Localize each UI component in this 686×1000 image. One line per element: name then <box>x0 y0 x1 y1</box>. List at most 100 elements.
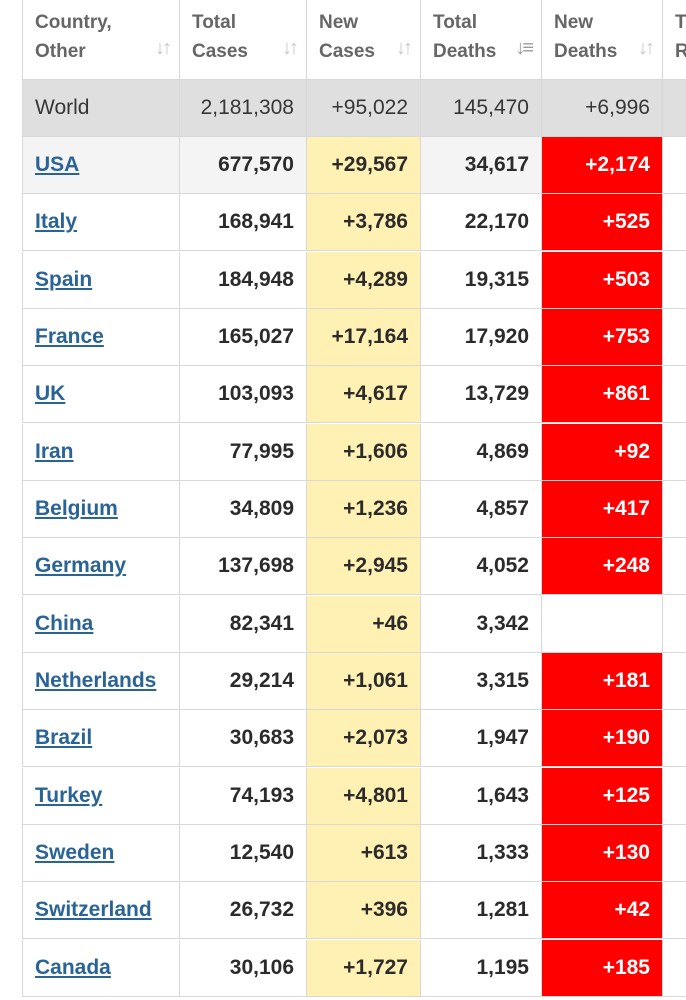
sort-arrows-icon[interactable]: ↓↑ <box>638 37 655 59</box>
recovered-cell <box>663 768 686 825</box>
total-deaths-cell: 1,333 <box>421 824 542 882</box>
country-link[interactable]: Germany <box>35 554 127 578</box>
table-row: Canada 30,106 +1,727 1,195 +185 <box>22 939 686 997</box>
country-cell: Netherlands <box>22 652 180 710</box>
table-row: Netherlands 29,214 +1,061 3,315 +181 <box>22 652 686 710</box>
new-cases-cell: +1,061 <box>307 652 421 710</box>
new-deaths-cell: +42 <box>542 882 663 940</box>
total-cases-cell: 677,570 <box>180 137 307 194</box>
new-cases-cell: +1,727 <box>307 939 421 997</box>
country-cell: World <box>22 80 180 137</box>
column-header-total-deaths[interactable]: Total Deaths ↓≡ <box>421 0 542 80</box>
new-cases-cell: +29,567 <box>307 137 421 194</box>
country-link[interactable]: Canada <box>35 955 111 979</box>
total-deaths-cell: 19,315 <box>421 251 542 309</box>
column-header-new-cases[interactable]: New Cases ↓↑ <box>307 0 421 80</box>
recovered-cell <box>663 194 686 252</box>
total-deaths-cell: 17,920 <box>421 308 542 366</box>
recovered-cell <box>663 710 686 768</box>
new-cases-cell: +2,945 <box>307 538 421 596</box>
header-label-line1: T <box>675 12 686 33</box>
total-cases-cell: 184,948 <box>180 251 307 309</box>
new-cases-cell: +1,606 <box>307 423 421 481</box>
country-link[interactable]: Italy <box>35 210 78 234</box>
table-row: France 165,027 +17,164 17,920 +753 <box>22 308 686 366</box>
table-row: UK 103,093 +4,617 13,729 +861 <box>22 366 686 424</box>
column-header-new-deaths[interactable]: New Deaths ↓↑ <box>542 0 663 80</box>
country-link[interactable]: Belgium <box>35 496 118 520</box>
total-deaths-cell: 1,195 <box>421 939 542 997</box>
sort-arrows-icon[interactable]: ↓↑ <box>396 37 413 59</box>
total-cases-cell: 165,027 <box>180 308 307 366</box>
sort-arrows-icon[interactable]: ↓↑ <box>282 37 299 59</box>
new-deaths-cell: +6,996 <box>542 80 663 137</box>
country-link[interactable]: Iran <box>35 439 74 463</box>
country-cell: Spain <box>22 251 180 309</box>
new-deaths-cell: +190 <box>542 710 663 768</box>
total-deaths-cell: 1,643 <box>421 767 542 825</box>
country-link[interactable]: Sweden <box>35 840 115 864</box>
header-label-line2: Deaths <box>554 41 618 62</box>
country-link[interactable]: China <box>35 611 94 635</box>
column-header-total-cases[interactable]: Total Cases ↓↑ <box>180 0 307 80</box>
country-cell: China <box>22 595 180 653</box>
new-cases-cell: +46 <box>307 595 421 653</box>
country-link[interactable]: Switzerland <box>35 898 152 922</box>
country-link[interactable]: UK <box>35 382 66 406</box>
total-deaths-cell: 3,315 <box>421 652 542 710</box>
recovered-cell <box>663 309 686 366</box>
recovered-cell <box>663 940 686 997</box>
total-deaths-cell: 4,857 <box>421 480 542 538</box>
new-deaths-cell: +181 <box>542 652 663 710</box>
country-cell: Germany <box>22 538 180 596</box>
new-deaths-cell: +130 <box>542 824 663 882</box>
total-cases-cell: 74,193 <box>180 767 307 825</box>
table-row: Iran 77,995 +1,606 4,869 +92 <box>22 423 686 481</box>
total-cases-cell: 137,698 <box>180 538 307 596</box>
new-cases-cell: +4,617 <box>307 366 421 424</box>
column-header-country[interactable]: Country, Other ↓↑ <box>22 0 180 80</box>
total-deaths-cell: 145,470 <box>421 80 542 137</box>
country-link[interactable]: USA <box>35 153 80 176</box>
country-link[interactable]: Turkey <box>35 783 103 807</box>
header-label-line2: Cases <box>319 41 375 62</box>
country-cell: Italy <box>22 194 180 252</box>
header-label-line1: Total <box>433 12 477 33</box>
table-row: China 82,341 +46 3,342 <box>22 595 686 653</box>
header-label-line1: Country, <box>35 12 112 33</box>
total-cases-cell: 2,181,308 <box>180 80 307 137</box>
new-deaths-cell: +525 <box>542 194 663 252</box>
total-deaths-cell: 1,947 <box>421 710 542 768</box>
country-link[interactable]: Spain <box>35 267 93 291</box>
table-row: Germany 137,698 +2,945 4,052 +248 <box>22 538 686 596</box>
country-link[interactable]: Netherlands <box>35 668 157 692</box>
recovered-cell <box>663 80 686 137</box>
new-cases-cell: +2,073 <box>307 710 421 768</box>
country-cell: Iran <box>22 423 180 481</box>
total-deaths-cell: 1,281 <box>421 882 542 940</box>
new-cases-cell: +4,289 <box>307 251 421 309</box>
new-cases-cell: +613 <box>307 824 421 882</box>
country-link[interactable]: Brazil <box>35 726 93 750</box>
table-row: Belgium 34,809 +1,236 4,857 +417 <box>22 480 686 538</box>
country-cell: Belgium <box>22 480 180 538</box>
table-row: USA 677,570 +29,567 34,617 +2,174 <box>22 137 686 194</box>
total-cases-cell: 168,941 <box>180 194 307 252</box>
new-cases-cell: +3,786 <box>307 194 421 252</box>
country-cell: Brazil <box>22 710 180 768</box>
country-cell: Switzerland <box>22 882 180 940</box>
total-cases-cell: 30,106 <box>180 939 307 997</box>
total-cases-cell: 34,809 <box>180 480 307 538</box>
total-deaths-cell: 13,729 <box>421 366 542 424</box>
recovered-cell <box>663 137 686 194</box>
total-cases-cell: 30,683 <box>180 710 307 768</box>
country-link[interactable]: France <box>35 324 104 348</box>
recovered-cell <box>663 882 686 940</box>
new-deaths-cell: +248 <box>542 538 663 596</box>
table-row-world: World 2,181,308 +95,022 145,470 +6,996 <box>22 80 686 137</box>
country-cell: France <box>22 308 180 366</box>
sort-arrows-icon[interactable]: ↓↑ <box>155 37 172 59</box>
sort-descending-icon[interactable]: ↓≡ <box>515 37 534 59</box>
recovered-cell <box>663 252 686 309</box>
